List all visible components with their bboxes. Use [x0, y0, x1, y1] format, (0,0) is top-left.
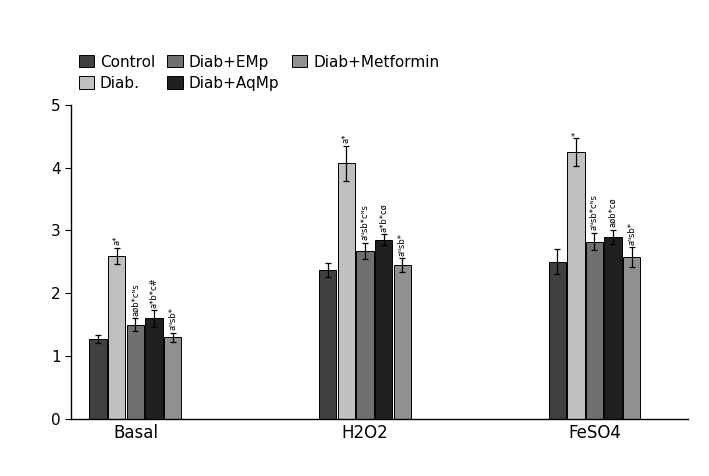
- Text: aøb*cø: aøb*cø: [608, 198, 618, 227]
- Text: a*b*c#: a*b*c#: [150, 277, 159, 307]
- Bar: [319, 270, 336, 419]
- Bar: [164, 337, 182, 419]
- Text: aᴺsb*cᴺs: aᴺsb*cᴺs: [590, 195, 599, 230]
- Bar: [567, 152, 584, 419]
- Bar: [623, 258, 640, 419]
- Bar: [337, 163, 355, 419]
- Text: aᴺsb*: aᴺsb*: [168, 307, 177, 330]
- Text: a*b*cø: a*b*cø: [379, 203, 388, 232]
- Bar: [586, 242, 603, 419]
- Bar: [89, 339, 107, 419]
- Bar: [393, 265, 411, 419]
- Bar: [108, 256, 125, 419]
- Text: *: *: [571, 131, 581, 136]
- Text: a*: a*: [112, 236, 121, 246]
- Bar: [375, 240, 392, 419]
- Text: aᴺsb*cᴺs: aᴺsb*cᴺs: [360, 205, 369, 240]
- Text: a*: a*: [342, 134, 351, 143]
- Text: aøb*cᴺs: aøb*cᴺs: [131, 283, 140, 316]
- Bar: [549, 262, 566, 419]
- Bar: [605, 237, 622, 419]
- Legend: Control, Diab., Diab+EMp, Diab+AqMp, Diab+Metformin, : Control, Diab., Diab+EMp, Diab+AqMp, Dia…: [79, 55, 439, 91]
- Bar: [127, 325, 144, 419]
- Bar: [145, 318, 163, 419]
- Bar: [357, 251, 374, 419]
- Text: aᴺsb*: aᴺsb*: [627, 222, 636, 245]
- Text: aᴺsb*: aᴺsb*: [398, 232, 407, 256]
